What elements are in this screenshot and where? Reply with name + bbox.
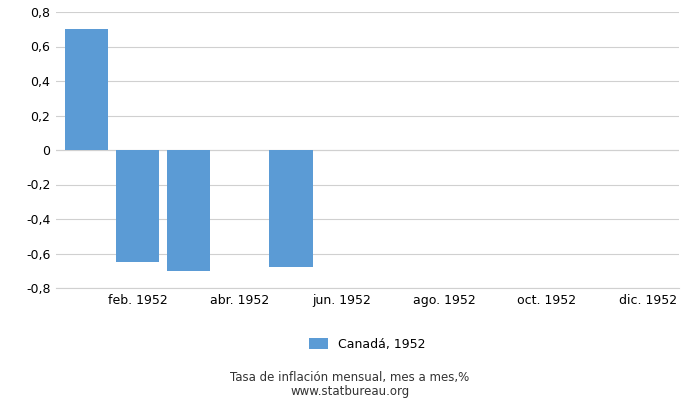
Bar xyxy=(65,29,108,150)
Bar xyxy=(167,150,211,271)
Legend: Canadá, 1952: Canadá, 1952 xyxy=(304,333,430,356)
Bar xyxy=(116,150,160,262)
Bar xyxy=(270,150,313,267)
Text: www.statbureau.org: www.statbureau.org xyxy=(290,386,410,398)
Text: Tasa de inflación mensual, mes a mes,%: Tasa de inflación mensual, mes a mes,% xyxy=(230,372,470,384)
